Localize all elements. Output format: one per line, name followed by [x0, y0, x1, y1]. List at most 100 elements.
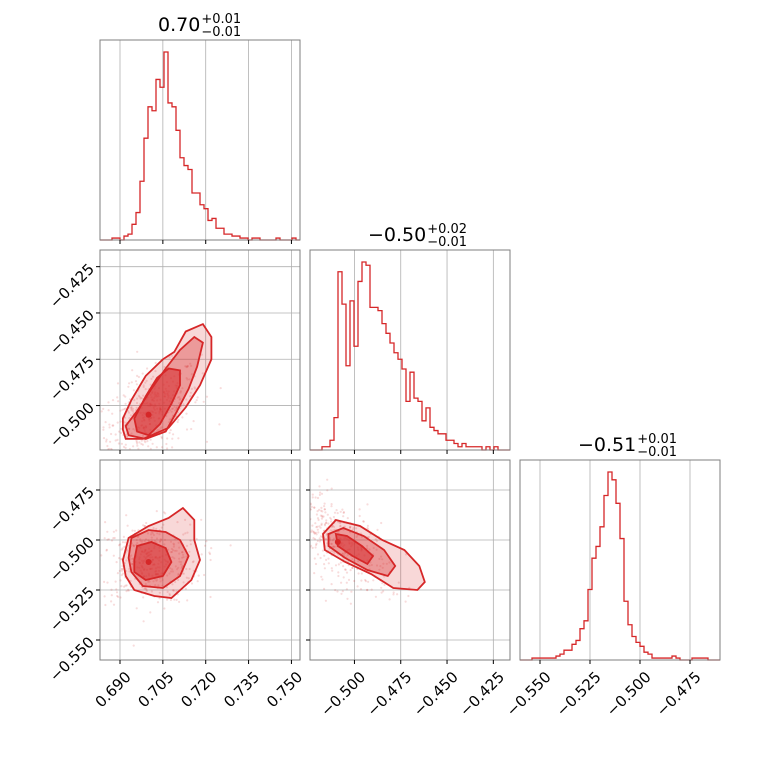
- sample-point: [156, 601, 160, 604]
- sample-point: [188, 567, 191, 571]
- sample-point: [117, 442, 120, 445]
- sample-point: [179, 397, 182, 400]
- sample-point: [313, 506, 316, 509]
- sample-point: [376, 528, 379, 532]
- sample-point: [320, 509, 323, 512]
- sample-point: [370, 588, 373, 591]
- sample-point: [303, 519, 305, 521]
- sample-point: [127, 588, 130, 591]
- sample-point: [380, 591, 383, 594]
- sample-point: [95, 452, 97, 454]
- sample-point: [120, 548, 123, 551]
- sample-point: [155, 579, 158, 582]
- sample-point: [119, 596, 122, 599]
- sample-point: [339, 524, 342, 528]
- sample-point: [315, 542, 318, 545]
- sample-point: [185, 428, 189, 431]
- sample-point: [166, 574, 169, 577]
- sample-point: [160, 435, 163, 438]
- sample-point: [169, 540, 173, 543]
- sample-point: [149, 447, 152, 450]
- sample-point: [178, 560, 181, 563]
- sample-point: [172, 549, 175, 552]
- sample-point: [161, 584, 164, 587]
- sample-point: [178, 546, 181, 549]
- sample-point: [128, 570, 131, 573]
- sample-point: [337, 563, 340, 566]
- sample-point: [364, 578, 367, 582]
- sample-point: [304, 560, 306, 562]
- sample-point: [327, 562, 330, 565]
- sample-point: [171, 568, 174, 571]
- sample-point: [186, 599, 189, 602]
- sample-point: [381, 582, 384, 585]
- sample-point: [205, 440, 209, 443]
- sample-point: [120, 568, 123, 571]
- sample-point: [121, 567, 124, 571]
- sample-point: [127, 410, 130, 413]
- sample-point: [320, 522, 323, 525]
- sample-point: [208, 551, 211, 554]
- sample-point: [316, 525, 319, 528]
- sample-point: [94, 439, 96, 441]
- sample-point: [330, 520, 333, 523]
- sample-point: [310, 529, 313, 532]
- contour-fill-2: [335, 534, 373, 564]
- sample-point: [305, 530, 307, 532]
- sample-point: [90, 582, 92, 584]
- sample-point: [301, 514, 303, 516]
- sample-point: [313, 538, 317, 541]
- sample-point: [124, 443, 127, 446]
- sample-point: [161, 578, 164, 582]
- sample-point: [380, 555, 383, 558]
- sample-point: [141, 443, 144, 446]
- sample-point: [323, 523, 327, 526]
- sample-point: [162, 511, 166, 514]
- sample-point: [104, 521, 107, 524]
- sample-point: [388, 598, 391, 601]
- sample-point: [172, 545, 175, 548]
- sample-point: [115, 561, 118, 564]
- sample-point: [263, 537, 265, 539]
- sample-point: [171, 570, 174, 573]
- sample-point: [353, 559, 356, 562]
- pair-content: [263, 478, 426, 605]
- contour-line-2: [133, 367, 181, 437]
- sample-point: [179, 391, 182, 394]
- sample-point: [326, 513, 329, 516]
- sample-point: [374, 595, 377, 598]
- sample-point: [150, 539, 153, 542]
- sample-point: [144, 538, 148, 541]
- sample-point: [313, 572, 316, 575]
- sample-point: [358, 508, 361, 511]
- sample-point: [103, 595, 106, 598]
- sample-point: [319, 538, 322, 541]
- sample-point: [162, 523, 165, 526]
- sample-point: [178, 557, 181, 560]
- sample-point: [194, 387, 197, 390]
- sample-point: [292, 518, 294, 520]
- sample-point: [342, 510, 345, 514]
- sample-point: [132, 545, 136, 548]
- sample-point: [102, 407, 105, 410]
- sample-point: [130, 432, 133, 435]
- sample-point: [323, 554, 326, 557]
- sample-point: [323, 563, 326, 566]
- sample-point: [121, 496, 123, 498]
- sample-point: [159, 540, 162, 543]
- sample-point: [130, 409, 133, 412]
- sample-point: [121, 470, 123, 472]
- sample-point: [119, 543, 122, 546]
- panel-title-2: −0.51: [578, 434, 636, 456]
- sample-point: [318, 537, 321, 540]
- sample-point: [184, 587, 187, 590]
- sample-point: [203, 573, 206, 577]
- sample-point: [145, 521, 148, 525]
- sample-point: [342, 565, 345, 568]
- sample-point: [135, 538, 138, 542]
- sample-point: [125, 584, 128, 587]
- sample-point: [118, 569, 121, 573]
- sample-point: [179, 390, 182, 393]
- sample-point: [125, 559, 128, 562]
- sample-point: [93, 568, 95, 570]
